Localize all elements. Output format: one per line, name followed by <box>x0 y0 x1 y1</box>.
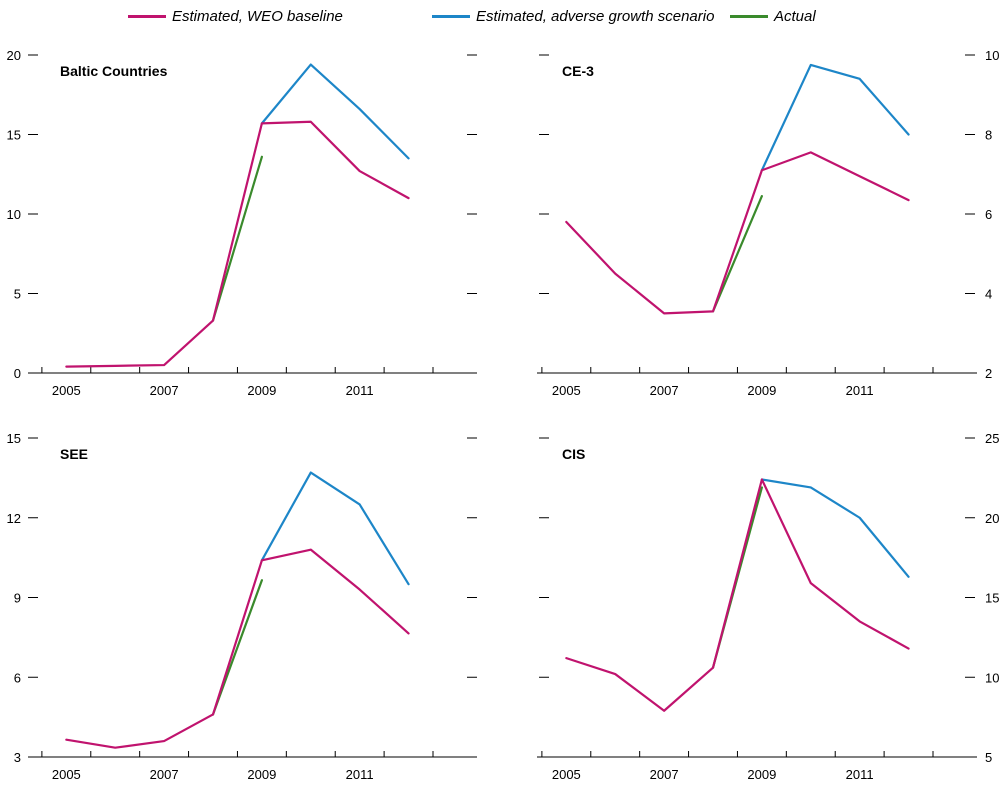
legend-swatch-adverse <box>432 15 470 18</box>
panel-2-x-tick-label: 2011 <box>846 383 874 398</box>
legend-swatch-baseline <box>128 15 166 18</box>
panel-4-y-tick-label: 15 <box>985 591 999 606</box>
panel-4-x-tick-label: 2007 <box>650 767 679 782</box>
panel-2-x-tick-label: 2009 <box>747 383 776 398</box>
panel-4-series-adverse <box>760 478 910 578</box>
panel-1-series-adverse <box>260 63 410 160</box>
panel-1-x-tick-label: 2007 <box>150 383 179 398</box>
legend-label-actual: Actual <box>774 8 816 25</box>
panel-1-title: Baltic Countries <box>60 63 168 79</box>
legend-swatch-actual <box>730 15 768 18</box>
panel-3-title: SEE <box>60 446 88 462</box>
panel-1-y-tick-label: 15 <box>7 128 21 143</box>
panel-2-title: CE-3 <box>562 63 594 79</box>
panel-2-y-tick-label: 8 <box>985 128 992 143</box>
panel-1-y-tick-label: 0 <box>14 366 21 381</box>
panel-3-x-tick-label: 2005 <box>52 767 81 782</box>
legend-item-baseline: Estimated, WEO baseline <box>128 8 343 25</box>
panel-1-x-tick-label: 2009 <box>247 383 276 398</box>
panel-2-y-tick-label: 2 <box>985 366 992 381</box>
panel-4-title: CIS <box>562 446 585 462</box>
panel-4-y-tick-label: 10 <box>985 670 999 685</box>
panel-3-y-tick-label: 15 <box>7 431 21 446</box>
panel-1-y-tick-label: 20 <box>7 48 21 63</box>
panel-2-x-tick-label: 2007 <box>650 383 679 398</box>
panel-3-x-tick-label: 2011 <box>346 767 374 782</box>
panel-4-y-tick-label: 20 <box>985 511 999 526</box>
panel-2-series-actual <box>711 195 763 313</box>
panel-3-x-tick-label: 2009 <box>247 767 276 782</box>
panel-1-y-tick-label: 5 <box>14 287 21 302</box>
panel-3-y-tick-label: 12 <box>7 511 21 526</box>
panel-1-x-tick-label: 2005 <box>52 383 81 398</box>
panel-2-series-adverse <box>760 63 910 172</box>
panel-4-x-tick-label: 2005 <box>552 767 581 782</box>
panel-3-y-tick-label: 6 <box>14 670 21 685</box>
panel-2-series-baseline <box>565 151 910 315</box>
panel-3-y-tick-label: 9 <box>14 591 21 606</box>
legend-item-adverse: Estimated, adverse growth scenario <box>432 8 714 25</box>
panel-2-y-tick-label: 10 <box>985 48 999 63</box>
legend-item-actual: Actual <box>730 8 816 25</box>
panel-1-series-baseline <box>65 120 410 368</box>
panel-3-y-tick-label: 3 <box>14 750 21 765</box>
panel-2-y-tick-label: 6 <box>985 207 992 222</box>
panel-1-y-tick-label: 10 <box>7 207 21 222</box>
legend-label-adverse: Estimated, adverse growth scenario <box>476 8 715 25</box>
panel-4-y-tick-label: 25 <box>985 431 999 446</box>
panel-3-x-tick-label: 2007 <box>150 767 179 782</box>
panel-4-x-tick-label: 2009 <box>747 767 776 782</box>
panel-3-series-adverse <box>260 471 410 586</box>
panel-2-x-tick-label: 2005 <box>552 383 581 398</box>
panel-3-series-baseline <box>65 548 410 749</box>
panel-4-y-tick-label: 5 <box>985 750 992 765</box>
panel-1-series-actual <box>211 155 263 322</box>
legend-label-baseline: Estimated, WEO baseline <box>172 8 343 25</box>
panel-4-series-baseline <box>565 478 910 712</box>
panel-1-x-tick-label: 2011 <box>346 383 374 398</box>
panel-4-x-tick-label: 2011 <box>846 767 874 782</box>
panel-2-y-tick-label: 4 <box>985 287 992 302</box>
chart-legend: Estimated, WEO baseline Estimated, adver… <box>0 0 1000 32</box>
